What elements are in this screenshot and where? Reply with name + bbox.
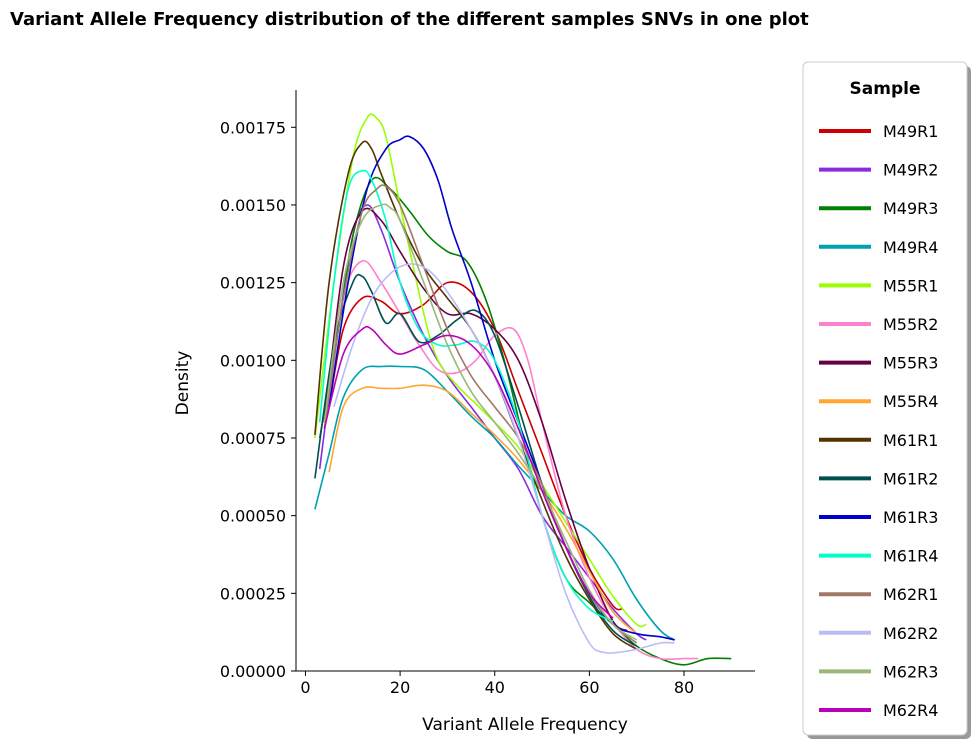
x-tick-label: 60 <box>579 678 599 697</box>
series-line-m49r4 <box>314 365 676 641</box>
series-line-m55r1 <box>314 113 647 628</box>
legend-label-m49r4: M49R4 <box>883 238 938 257</box>
legend-label-m62r3: M62R3 <box>883 662 938 681</box>
y-tick-label: 0.00100 <box>220 351 286 370</box>
legend-box <box>802 61 968 736</box>
y-tick-label: 0.00125 <box>220 274 286 293</box>
legend-label-m49r2: M49R2 <box>883 161 938 180</box>
series-lines <box>314 113 732 666</box>
series-line-m49r3 <box>318 176 732 666</box>
legend-label-m61r2: M61R2 <box>883 469 938 488</box>
y-tick-label: 0.00000 <box>220 662 286 681</box>
legend-label-m62r4: M62R4 <box>883 701 938 720</box>
y-tick-label: 0.00175 <box>220 118 286 137</box>
series-line-m55r4 <box>328 384 638 635</box>
y-tick-label: 0.00050 <box>220 507 286 526</box>
y-tick-label: 0.00150 <box>220 196 286 215</box>
legend-label-m55r2: M55R2 <box>883 315 938 334</box>
x-tick-label: 80 <box>674 678 694 697</box>
legend-label-m61r3: M61R3 <box>883 508 938 527</box>
chart-title: Variant Allele Frequency distribution of… <box>10 9 809 30</box>
x-ticks: 0 20 40 60 80 <box>300 671 694 697</box>
y-axis-label: Density <box>173 351 193 416</box>
x-axis-label: Variant Allele Frequency <box>422 715 628 735</box>
legend-label-m55r4: M55R4 <box>883 392 938 411</box>
x-tick-label: 40 <box>485 678 505 697</box>
series-line-m61r1 <box>314 140 638 650</box>
series-line-m49r2 <box>318 204 647 641</box>
legend-label-m62r2: M62R2 <box>883 624 938 643</box>
series-line-m49r1 <box>328 281 623 611</box>
legend-title: Sample <box>850 79 921 99</box>
plot-area: 0 20 40 60 80 0.000000.000250.000500.000750.… <box>220 90 755 697</box>
legend-label-m55r3: M55R3 <box>883 354 938 373</box>
legend-label-m62r1: M62R1 <box>883 585 938 604</box>
legend-label-m55r1: M55R1 <box>883 276 938 295</box>
legend-label-m49r1: M49R1 <box>883 122 938 141</box>
series-line-m62r4 <box>323 325 614 619</box>
legend-label-m49r3: M49R3 <box>883 199 938 218</box>
series-line-m62r3 <box>323 203 638 641</box>
x-tick-label: 20 <box>390 678 410 697</box>
series-line-m62r1 <box>323 184 638 644</box>
legend-label-m61r1: M61R1 <box>883 431 938 450</box>
legend-items: M49R1 M49R2 M49R3 M49R4 M55R1 M55R2 M55R3 M55R4… <box>819 122 938 720</box>
series-line-m62r2 <box>333 263 675 654</box>
y-tick-label: 0.00025 <box>220 584 286 603</box>
y-tick-label: 0.00075 <box>220 429 286 448</box>
y-ticks: 0.00000 0.00025 0.00050 0.00075 0.00100 0.001… <box>220 118 296 681</box>
legend-label-m61r4: M61R4 <box>883 547 938 566</box>
x-tick-label: 0 <box>300 678 310 697</box>
legend: Sample M49R1 M49R2 M49R3 M49R4 M55R1 M55R2 M55… <box>802 61 971 739</box>
